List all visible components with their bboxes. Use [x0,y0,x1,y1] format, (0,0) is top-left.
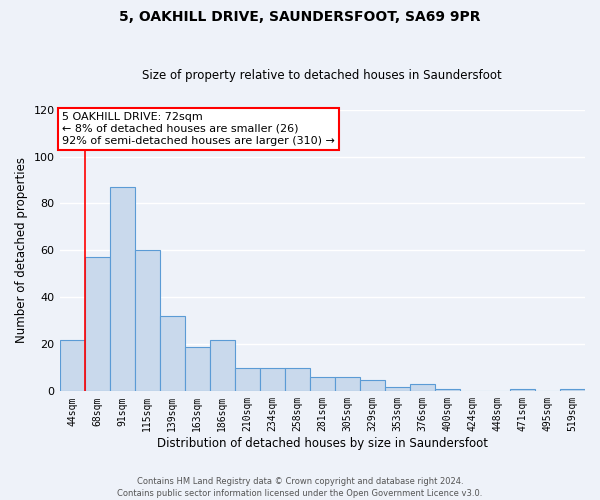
Bar [134,250,160,392]
Text: Contains HM Land Registry data © Crown copyright and database right 2024.
Contai: Contains HM Land Registry data © Crown c… [118,476,482,498]
Text: 5, OAKHILL DRIVE, SAUNDERSFOOT, SA69 9PR: 5, OAKHILL DRIVE, SAUNDERSFOOT, SA69 9PR [119,10,481,24]
Bar [385,386,410,392]
Bar [160,316,185,392]
Bar [410,384,435,392]
Bar [435,389,460,392]
Text: 5 OAKHILL DRIVE: 72sqm
← 8% of detached houses are smaller (26)
92% of semi-deta: 5 OAKHILL DRIVE: 72sqm ← 8% of detached … [62,112,335,146]
Bar [560,389,585,392]
Bar [310,377,335,392]
Bar [185,346,209,392]
Bar [335,377,360,392]
Bar [209,340,235,392]
Bar [285,368,310,392]
Title: Size of property relative to detached houses in Saundersfoot: Size of property relative to detached ho… [142,69,502,82]
X-axis label: Distribution of detached houses by size in Saundersfoot: Distribution of detached houses by size … [157,437,488,450]
Bar [235,368,260,392]
Bar [85,258,110,392]
Bar [59,340,85,392]
Y-axis label: Number of detached properties: Number of detached properties [15,158,28,344]
Bar [260,368,285,392]
Bar [110,187,134,392]
Bar [510,389,535,392]
Bar [360,380,385,392]
